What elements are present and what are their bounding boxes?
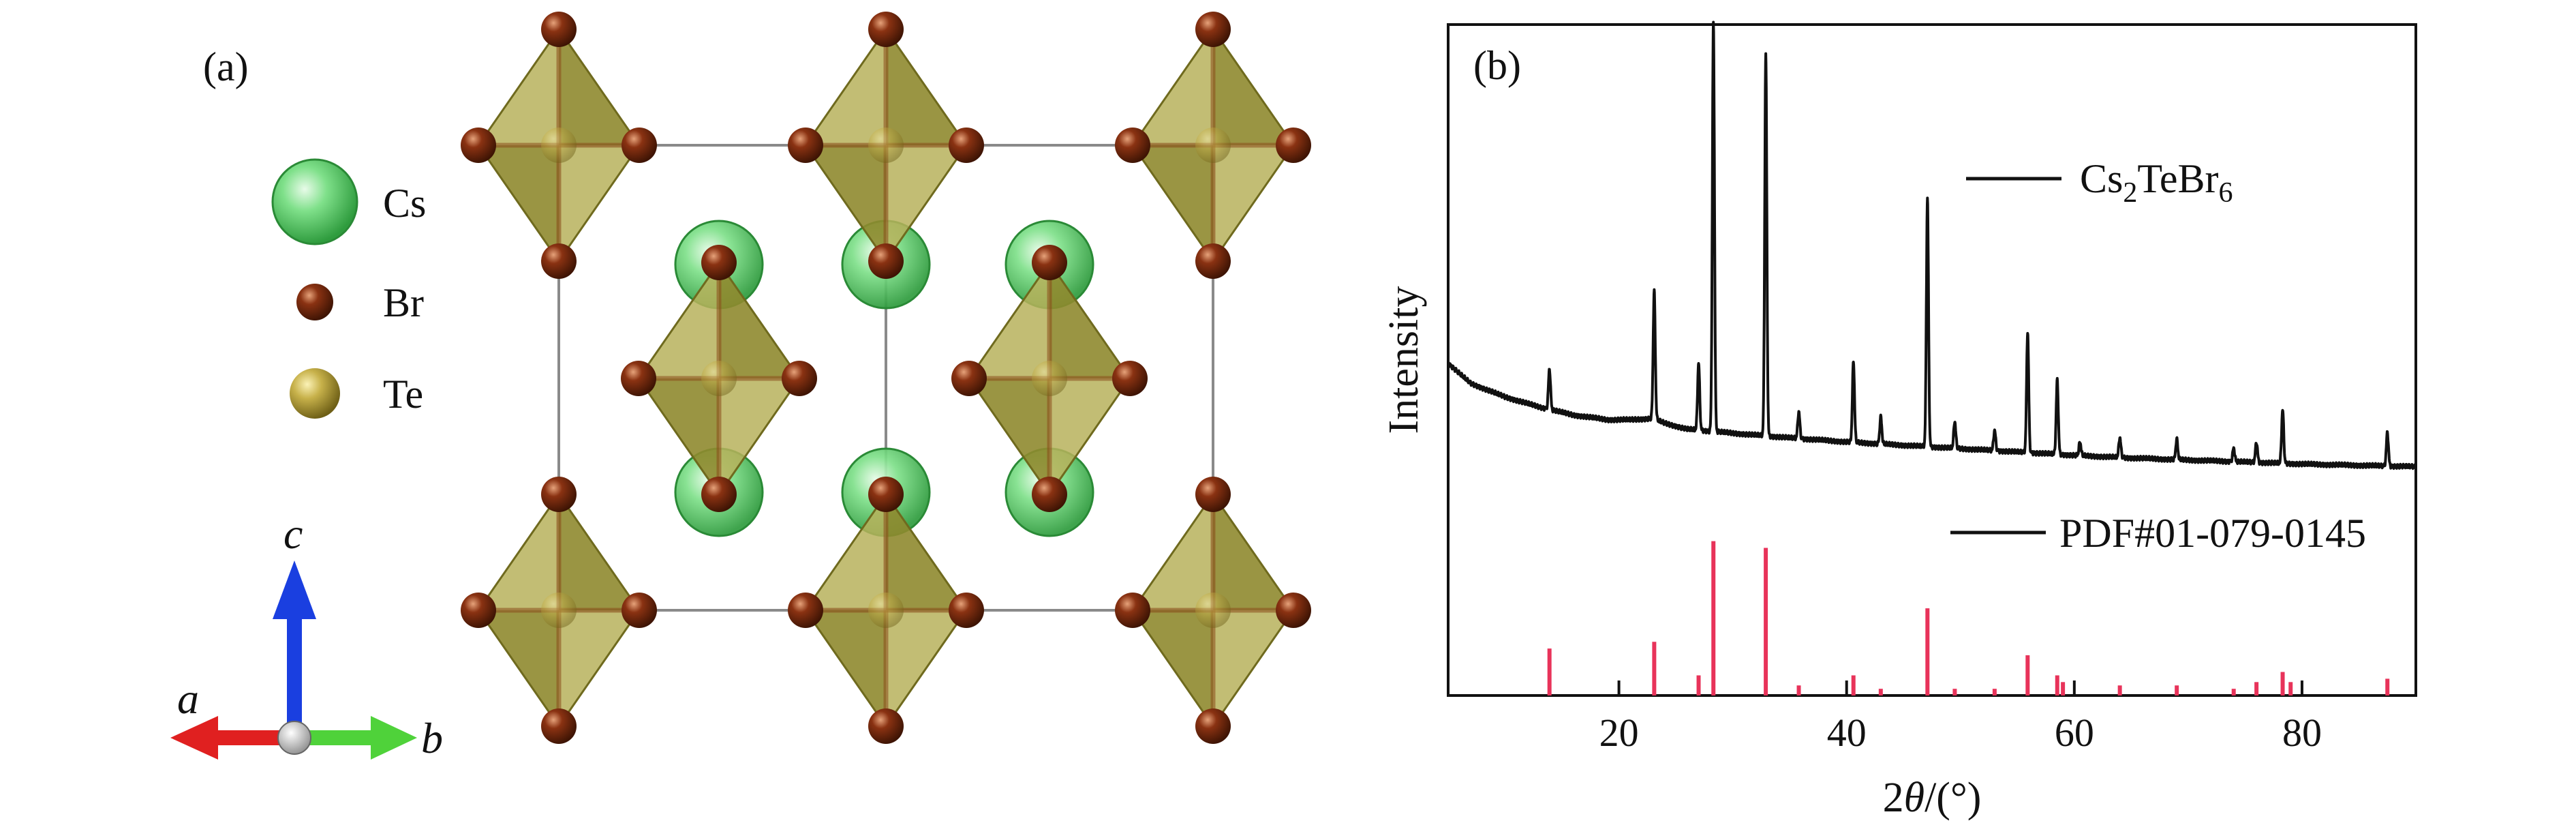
x-tick-label: 60 (2055, 710, 2094, 755)
tebr6-octahedron (1115, 477, 1311, 744)
br-atom (788, 128, 823, 163)
legend-item-cs: Cs (271, 158, 426, 245)
axis-origin-node (277, 721, 311, 755)
legend-item-br: Br (296, 280, 424, 325)
legend-label-br: Br (383, 280, 424, 325)
x-axis-ticks: 20 40 60 80 (1599, 680, 2322, 755)
br-atom (788, 593, 823, 628)
crystal-lattice (461, 12, 1311, 744)
cs-atom-icon (271, 158, 358, 245)
br-atom-icon (296, 284, 333, 320)
x-axis-title-prefix: 2 (1883, 775, 1904, 821)
br-atom (622, 593, 657, 628)
br-atom (1276, 128, 1311, 163)
x-axis-title-var: θ (1904, 775, 1925, 821)
br-atom (1276, 593, 1311, 628)
br-atom (1032, 477, 1067, 512)
tebr6-octahedron (951, 245, 1148, 512)
te-atom (868, 128, 904, 163)
a-axis-arrowhead (170, 716, 218, 760)
legend-sub-6: 6 (2218, 177, 2233, 209)
te-atom-icon (290, 368, 340, 419)
tebr6-octahedron (788, 12, 984, 279)
br-atom (1195, 243, 1231, 279)
plot-frame (1447, 23, 2417, 697)
legend-label-reference: PDF#01-079-0145 (2059, 511, 2366, 556)
legend-item-te: Te (290, 368, 423, 419)
br-atom (868, 12, 904, 47)
atom-legend: Cs Br Te (271, 158, 426, 419)
br-atom (782, 361, 817, 396)
series-line-cs2tebr6 (1447, 20, 2417, 470)
crystal-structure-panel: (a) Cs Br Te (170, 12, 1311, 762)
te-atom (1032, 361, 1067, 396)
br-atom (541, 243, 577, 279)
br-atom (949, 593, 984, 628)
br-atom (868, 243, 904, 279)
c-axis-label: c (283, 509, 303, 558)
br-atom (621, 361, 656, 396)
br-atom (701, 477, 737, 512)
tebr6-octahedron (461, 477, 657, 744)
tebr6-octahedron (621, 245, 817, 512)
te-atom (1195, 128, 1231, 163)
br-atom (951, 361, 987, 396)
br-atom (461, 128, 496, 163)
panel-a-label: (a) (203, 44, 249, 89)
a-axis-label: a (177, 674, 199, 723)
br-atom (1115, 128, 1150, 163)
br-atom (1195, 708, 1231, 744)
br-atom (1112, 361, 1148, 396)
br-atom (541, 708, 577, 744)
br-atom (541, 12, 577, 47)
tebr6-octahedron (1115, 12, 1311, 279)
tebr6-octahedron (788, 477, 984, 744)
legend-label-te: Te (383, 372, 423, 417)
legend-te-br: TeBr (2137, 156, 2218, 201)
legend-label-cs: Cs (383, 181, 426, 226)
x-axis-title-suffix: /(°) (1925, 775, 1981, 821)
b-axis-label: b (421, 714, 443, 762)
x-tick-label: 40 (1827, 710, 1867, 755)
br-atom (461, 593, 496, 628)
panel-b-label: (b) (1473, 43, 1521, 88)
br-atom (701, 245, 737, 280)
te-atom (868, 593, 904, 628)
b-axis-arrowhead (371, 716, 417, 760)
br-atom (622, 128, 657, 163)
axis-triad: c a b (170, 509, 443, 762)
br-atom (1115, 593, 1150, 628)
br-atom (1195, 12, 1231, 47)
x-axis-title: 2θ/(°) (1883, 775, 1982, 821)
te-atom (541, 128, 577, 163)
te-atom (1195, 593, 1231, 628)
br-atom (1032, 245, 1067, 280)
br-atom (541, 477, 577, 512)
br-atom (1195, 477, 1231, 512)
chart-legend: Cs2TeBr6 PDF#01-079-0145 (1950, 156, 2366, 556)
legend-sub-2: 2 (2123, 177, 2137, 209)
y-axis-title: Intensity (1381, 286, 1427, 434)
te-atom (541, 593, 577, 628)
legend-label-sample: Cs2TeBr6 (2080, 156, 2233, 209)
br-atom (868, 708, 904, 744)
series-layer (1447, 20, 2417, 695)
te-atom (701, 361, 737, 396)
xrd-chart-panel: (b) 20 40 60 80 Cs2TeBr6 PDF#01-079-0145 In… (1381, 20, 2417, 821)
x-tick-label: 80 (2282, 710, 2322, 755)
br-atom (949, 128, 984, 163)
x-tick-label: 20 (1599, 710, 1639, 755)
tebr6-octahedron (461, 12, 657, 279)
c-axis-arrowhead (273, 560, 316, 619)
br-atom (868, 477, 904, 512)
